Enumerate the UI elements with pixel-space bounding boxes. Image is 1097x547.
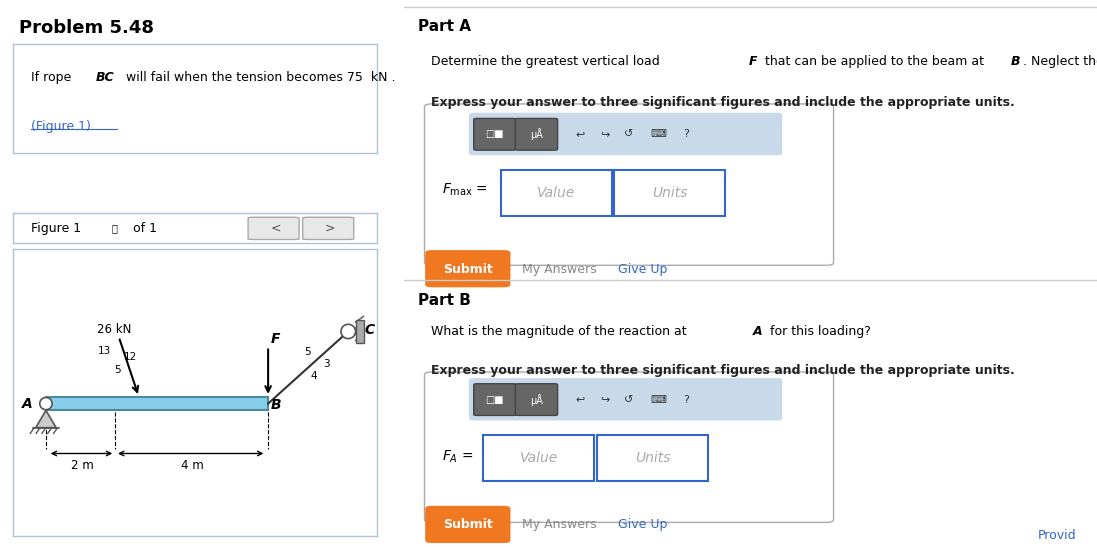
FancyBboxPatch shape [426,251,510,287]
Text: for this loading?: for this loading? [766,325,871,339]
Text: ⌨: ⌨ [651,394,667,405]
FancyBboxPatch shape [516,119,557,150]
Text: Submit: Submit [443,518,493,531]
Text: A: A [753,325,762,339]
Circle shape [341,324,355,339]
Text: Give Up: Give Up [619,518,668,531]
Text: C: C [364,323,374,337]
Text: F: F [748,55,757,68]
Text: Problem 5.48: Problem 5.48 [19,19,154,37]
Text: (Figure 1): (Figure 1) [32,120,91,133]
FancyBboxPatch shape [474,384,516,416]
Text: ↺: ↺ [624,129,634,139]
Text: ⌨: ⌨ [651,129,667,139]
Text: My Answers: My Answers [522,518,597,531]
Text: that can be applied to the beam at: that can be applied to the beam at [761,55,988,68]
Text: 2 m: 2 m [71,458,94,472]
Text: 12: 12 [124,352,137,362]
Text: $F_{A}$ =: $F_{A}$ = [442,449,474,465]
Text: Units: Units [635,451,670,465]
Text: of 1: of 1 [134,222,157,235]
FancyBboxPatch shape [248,217,299,240]
Bar [46,397,268,410]
Text: ⯅: ⯅ [112,223,117,234]
Text: □■: □■ [485,394,504,405]
FancyBboxPatch shape [425,104,834,265]
Text: . Neglect the thickness of the beam.: . Neglect the thickness of the beam. [1022,55,1097,68]
Bar [355,320,363,343]
Text: ↺: ↺ [624,394,634,405]
FancyBboxPatch shape [614,170,725,216]
Text: μÅ: μÅ [530,129,543,140]
Text: Figure 1: Figure 1 [32,222,81,235]
Text: μÅ: μÅ [530,394,543,405]
FancyBboxPatch shape [597,435,708,481]
FancyBboxPatch shape [516,384,557,416]
Text: Provid: Provid [1038,529,1076,542]
Text: Express your answer to three significant figures and include the appropriate uni: Express your answer to three significant… [431,364,1015,377]
Text: ↩: ↩ [576,394,585,405]
Text: B: B [1010,55,1020,68]
Text: 13: 13 [98,346,111,356]
Text: >: > [325,222,336,235]
Text: Value: Value [520,451,558,465]
Text: B: B [271,398,282,412]
FancyBboxPatch shape [470,114,781,155]
Text: 3: 3 [323,359,329,369]
Text: Express your answer to three significant figures and include the appropriate uni: Express your answer to three significant… [431,96,1015,109]
Text: BC: BC [97,71,115,84]
Text: 4 m: 4 m [181,458,203,472]
Text: □■: □■ [485,129,504,139]
Text: 5: 5 [114,365,121,375]
Text: 5: 5 [305,347,312,357]
Text: A: A [22,397,33,411]
Text: What is the magnitude of the reaction at: What is the magnitude of the reaction at [431,325,691,339]
FancyBboxPatch shape [484,435,595,481]
Text: will fail when the tension becomes 75  kN .: will fail when the tension becomes 75 kN… [122,71,395,84]
FancyBboxPatch shape [500,170,612,216]
FancyBboxPatch shape [474,119,516,150]
Text: <: < [270,222,281,235]
Text: Units: Units [653,186,688,200]
Text: Determine the greatest vertical load: Determine the greatest vertical load [431,55,664,68]
Text: Value: Value [538,186,575,200]
FancyBboxPatch shape [425,372,834,522]
Text: Part A: Part A [418,19,471,34]
Text: Submit: Submit [443,263,493,276]
Text: ↪: ↪ [600,394,610,405]
Text: Part B: Part B [418,293,471,307]
Text: 4: 4 [310,371,317,381]
Text: ?: ? [683,394,690,405]
Text: ↪: ↪ [600,129,610,139]
FancyBboxPatch shape [303,217,353,240]
FancyBboxPatch shape [426,507,510,543]
Text: ?: ? [683,129,690,139]
Circle shape [39,398,53,410]
Text: $F_{\mathrm{max}}$ =: $F_{\mathrm{max}}$ = [442,182,488,198]
Text: If rope: If rope [32,71,76,84]
Text: ↩: ↩ [576,129,585,139]
Text: 26 kN: 26 kN [97,323,132,336]
Text: Give Up: Give Up [619,263,668,276]
Polygon shape [36,410,56,428]
Text: My Answers: My Answers [522,263,597,276]
Text: F: F [271,332,281,346]
FancyBboxPatch shape [470,379,781,420]
